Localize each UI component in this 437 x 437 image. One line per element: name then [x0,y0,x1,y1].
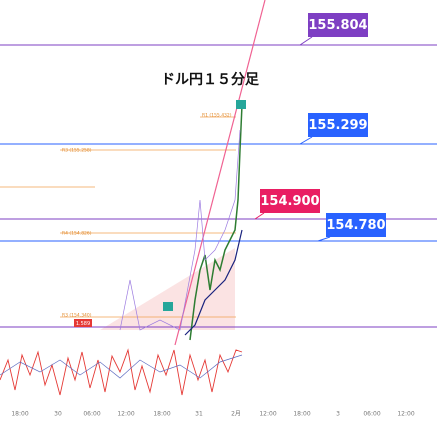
level-text: 154.900 [260,194,319,209]
level-text: 154.780 [326,218,385,233]
pivot-label: R3 (154.340) [62,313,92,319]
level-box [326,213,386,237]
pivot-lines [0,116,236,318]
pointer [317,236,331,242]
pointer [254,212,265,220]
pointer [299,36,313,46]
pivot-label: R1 (155.432) [202,113,232,119]
oscillator [0,348,243,396]
x-label: 3 [336,411,340,418]
badge-text: 1.589 [76,321,90,327]
x-label: 18:00 [11,411,28,418]
band-path [119,129,241,331]
ma-path [184,229,243,336]
marker [163,302,173,311]
x-axis: 18:00 30 06:00 12:00 18:00 31 2月 12:00 18:00 3 06:… [11,411,414,418]
x-label: 18:00 [293,411,310,418]
pointer [299,136,313,145]
x-label: 31 [195,411,203,418]
x-label: 06:00 [83,411,100,418]
x-label: 12:00 [259,411,276,418]
level-box [308,13,368,37]
x-label: 18:00 [153,411,170,418]
level-labels: 155.804 155.299 154.900 154.780 [254,13,386,242]
title: ドル円１５分足 [161,72,260,88]
price-path [189,104,243,341]
pivot-label: R4 (154.826) [62,231,92,237]
x-label: 12:00 [117,411,134,418]
x-label: 2月 [231,411,241,418]
level-box [260,189,320,213]
x-label: 06:00 [363,411,380,418]
oscillator-signal [0,354,243,379]
level-text: 155.299 [308,118,367,133]
badge [74,319,92,327]
level-box [308,113,368,137]
trend-line [174,0,266,346]
x-label: 12:00 [397,411,414,418]
pivot-label: R3 (155.258) [62,148,92,154]
x-label: 30 [54,411,62,418]
marker [236,100,246,109]
level-text: 155.804 [308,18,367,33]
